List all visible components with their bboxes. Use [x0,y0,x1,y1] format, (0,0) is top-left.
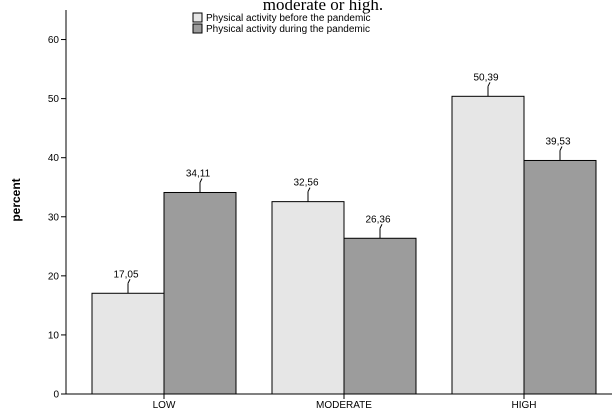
data-label: 26,36 [365,214,390,225]
bar-moderate-series-1 [271,201,345,395]
y-tick-label: 20 [48,271,60,282]
data-label: 50,39 [473,72,498,83]
data-label: 17,05 [113,269,138,280]
x-tick-label: LOW [153,400,176,411]
bar-high-series-2 [523,159,597,395]
y-tick-label: 60 [48,35,60,46]
data-label: 32,56 [293,178,318,189]
y-tick-label: 10 [48,330,60,341]
data-label-leader [559,146,563,151]
bars-layer: 17,05 34,11 32,56 26,36 50,39 39,53 [91,72,597,395]
chart-title: moderate or high. [263,0,383,14]
data-label: 39,53 [545,136,570,147]
axes-layer: 0 10 20 30 40 50 60 LOW MODERATE HIGH [48,10,612,411]
y-tick-label: 30 [48,212,60,223]
data-label-leader [199,178,203,183]
y-tick-label: 50 [48,94,60,105]
x-tick-label: HIGH [512,400,537,411]
data-label-leader [379,224,383,229]
bar-low-series-2 [163,191,237,395]
bar-high-series-1 [451,95,525,395]
y-tick-label: 40 [48,153,60,164]
legend-swatch [192,23,203,34]
legend-swatch [192,12,203,23]
legend: Physical activity before the pandemicPhy… [192,12,371,35]
legend-label: Physical activity before the pandemic [206,13,371,24]
bar-moderate-series-2 [343,237,417,395]
data-label-leader [487,82,491,87]
data-label-leader [127,279,131,284]
legend-label: Physical activity during the pandemic [206,24,370,35]
y-tick-label: 0 [53,390,59,401]
y-axis-label: percent [9,178,23,221]
x-tick-label: MODERATE [316,400,372,411]
data-label: 34,11 [186,168,211,179]
bar-low-series-1 [91,292,165,395]
data-label-leader [307,187,311,192]
